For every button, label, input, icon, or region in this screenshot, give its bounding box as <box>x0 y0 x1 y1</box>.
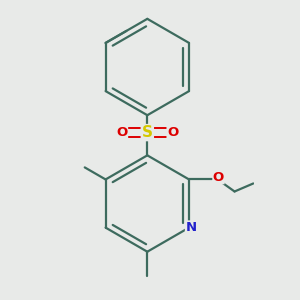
Text: O: O <box>213 171 224 184</box>
Text: O: O <box>116 126 128 139</box>
Text: S: S <box>142 125 153 140</box>
Text: N: N <box>186 221 197 234</box>
Text: O: O <box>167 126 178 139</box>
